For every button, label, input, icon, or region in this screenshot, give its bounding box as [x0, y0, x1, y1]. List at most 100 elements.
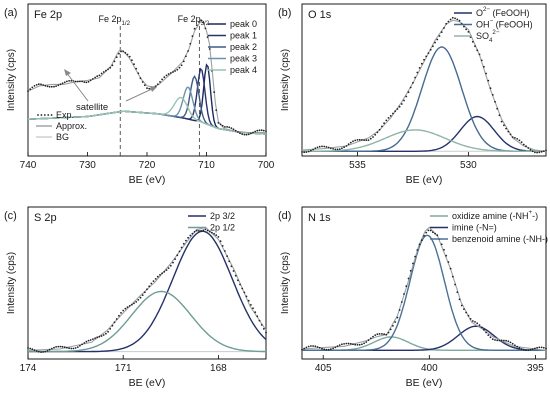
data-point: [241, 287, 244, 290]
plot-frame: [27, 206, 267, 360]
legend-label-part: 2−: [492, 29, 499, 36]
data-point: [200, 19, 203, 22]
data-point: [443, 248, 445, 251]
data-point: [68, 347, 70, 350]
x-axis-label: BE (eV): [129, 377, 166, 389]
x-tick-label: 730: [79, 160, 96, 171]
data-point: [137, 299, 140, 301]
data-point: [334, 346, 337, 349]
data-point: [334, 148, 337, 151]
data-point: [152, 280, 155, 282]
data-point: [369, 137, 372, 140]
data-point: [485, 72, 487, 75]
data-point: [141, 81, 144, 83]
data-point: [498, 339, 501, 342]
data-point: [87, 339, 90, 342]
data-point: [258, 319, 261, 322]
data-point: [48, 348, 51, 351]
data-point: [305, 151, 308, 154]
data-point: [516, 345, 519, 348]
data-point: [383, 122, 385, 125]
data-point: [449, 18, 452, 21]
data-point: [531, 150, 534, 153]
data-point: [480, 59, 483, 62]
data-point: [221, 245, 224, 247]
data-point: [59, 345, 62, 348]
data-point: [120, 312, 122, 314]
data-point: [176, 254, 179, 257]
data-point: [226, 126, 229, 128]
peak-annotation-0-part: Fe 2p: [98, 14, 121, 24]
data-point: [239, 132, 241, 135]
data-point: [361, 343, 363, 346]
data-point: [440, 243, 443, 246]
data-point: [378, 128, 381, 131]
data-point: [118, 52, 120, 55]
data-point: [527, 349, 530, 352]
data-point: [454, 17, 456, 20]
data-point: [252, 307, 254, 310]
data-point: [156, 83, 159, 86]
data-point: [369, 337, 372, 340]
data-point: [418, 243, 421, 246]
data-point: [538, 346, 541, 349]
data-point: [458, 19, 461, 22]
data-point: [154, 278, 157, 280]
data-point: [503, 124, 505, 127]
data-point: [476, 322, 479, 325]
legend-label-part: −: [490, 18, 494, 25]
data-point: [111, 64, 114, 67]
data-point: [412, 81, 414, 84]
data-point: [396, 108, 399, 110]
data-point: [87, 80, 90, 83]
data-point: [219, 240, 222, 243]
data-point: [454, 283, 456, 286]
satellite-arrow: [65, 71, 89, 102]
data-point: [81, 80, 83, 83]
data-point: [321, 145, 323, 148]
data-point: [191, 35, 194, 37]
data-point: [487, 79, 490, 82]
data-point: [398, 105, 401, 108]
data-point: [509, 133, 512, 136]
data-point: [122, 309, 125, 312]
data-point: [92, 338, 94, 340]
data-point: [53, 346, 55, 349]
legend-label: benzenoid amine (-NH-): [452, 234, 548, 244]
data-point: [94, 337, 96, 339]
data-point: [381, 333, 383, 335]
legend-label-part: OH: [476, 20, 490, 30]
data-point: [341, 343, 343, 346]
data-point: [443, 27, 445, 29]
data-point: [198, 230, 200, 232]
data-point: [372, 136, 374, 138]
data-point: [343, 343, 345, 345]
data-point: [165, 269, 168, 271]
legend-label-part: -): [532, 211, 538, 221]
data-point: [260, 324, 263, 326]
data-point: [367, 339, 370, 342]
x-tick-label: 535: [349, 160, 366, 171]
data-point: [451, 16, 454, 19]
data-point: [126, 53, 129, 56]
data-point: [376, 333, 379, 336]
data-point: [301, 151, 303, 153]
data-point: [206, 36, 209, 38]
data-point: [100, 72, 103, 75]
data-point: [514, 137, 516, 139]
data-point: [159, 81, 161, 83]
data-point: [206, 229, 209, 232]
data-point: [536, 346, 538, 349]
data-point: [143, 291, 146, 294]
data-point: [522, 348, 525, 351]
data-point: [174, 70, 177, 72]
data-point: [456, 291, 459, 293]
x-axis-label: BE (eV): [406, 174, 443, 186]
panel-title: Fe 2p: [34, 9, 62, 21]
data-point: [432, 45, 434, 48]
data-point: [42, 351, 44, 353]
data-point: [374, 334, 377, 336]
data-point: [105, 69, 107, 72]
data-point: [89, 339, 92, 341]
data-point: [85, 340, 88, 343]
